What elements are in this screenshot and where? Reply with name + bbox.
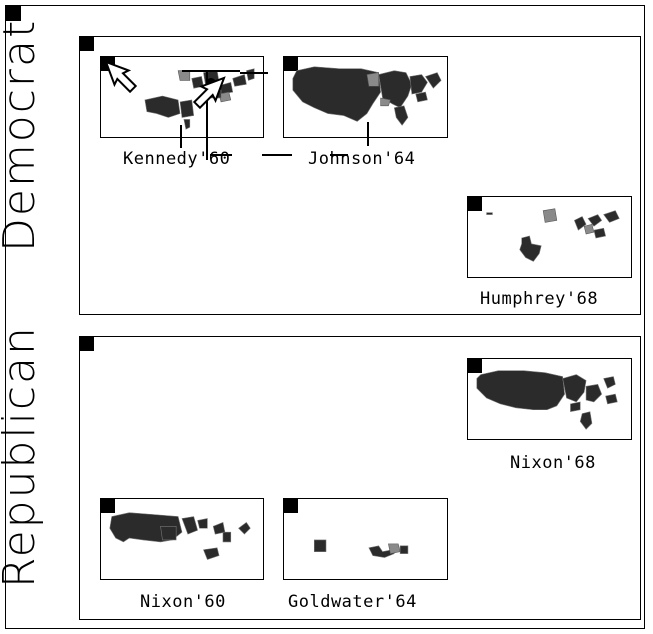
- us-map-goldwater-64: [313, 539, 409, 558]
- democrat-group-handle-icon[interactable]: [79, 36, 94, 51]
- us-map-nixon-68: [476, 370, 618, 430]
- map-card-kennedy-60[interactable]: [100, 56, 264, 138]
- us-map-kennedy-60: [144, 68, 255, 130]
- move-handle-icon[interactable]: [284, 57, 298, 71]
- caption-johnson-64: Johnson'64: [308, 149, 416, 169]
- move-handle-icon[interactable]: [468, 197, 482, 211]
- map-card-johnson-64[interactable]: [283, 56, 448, 138]
- caption-goldwater-64: Goldwater'64: [288, 592, 417, 612]
- caption-kennedy-60: Kennedy'60: [123, 149, 231, 169]
- us-map-humphrey-68: [486, 208, 620, 262]
- canvas-frame: [5, 5, 645, 629]
- us-map-nixon-60: [109, 512, 251, 560]
- map-card-nixon-60[interactable]: [100, 498, 264, 580]
- map-card-humphrey-68[interactable]: [467, 196, 632, 278]
- move-handle-icon[interactable]: [468, 359, 482, 373]
- us-map-johnson-64: [292, 66, 442, 126]
- republican-group-label: Republican: [0, 325, 45, 588]
- map-card-nixon-68[interactable]: [467, 358, 632, 440]
- move-handle-icon[interactable]: [284, 499, 298, 513]
- move-handle-icon[interactable]: [101, 499, 115, 513]
- caption-nixon-60: Nixon'60: [140, 592, 226, 612]
- republican-group-handle-icon[interactable]: [79, 336, 94, 351]
- democrat-group-label: Democrat: [0, 18, 45, 252]
- caption-humphrey-68: Humphrey'68: [480, 289, 599, 309]
- canvas-handle-icon[interactable]: [6, 6, 21, 21]
- caption-nixon-68: Nixon'68: [510, 453, 596, 473]
- map-card-goldwater-64[interactable]: [283, 498, 448, 580]
